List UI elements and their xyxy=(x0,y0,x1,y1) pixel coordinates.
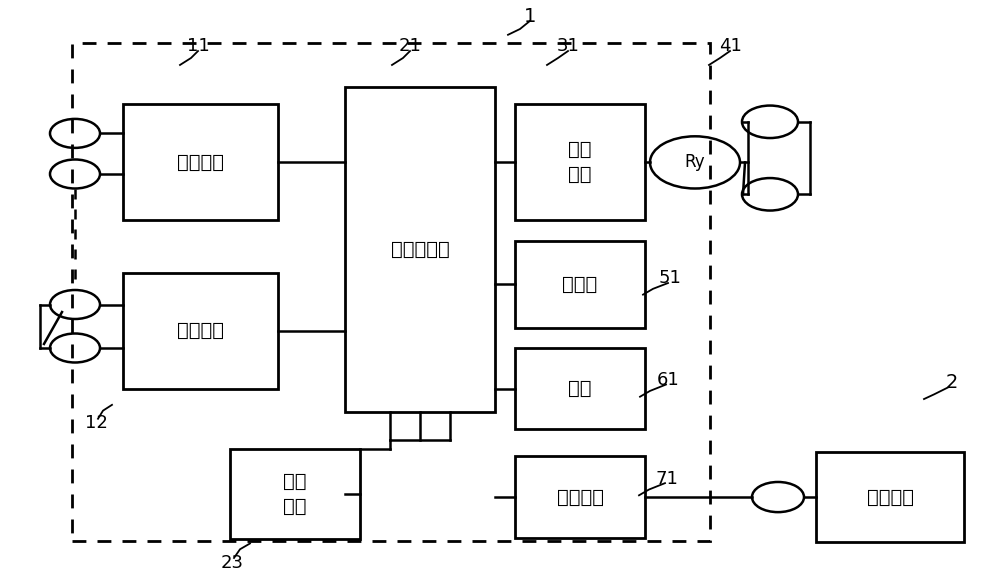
Text: 61: 61 xyxy=(657,371,679,389)
Text: 23: 23 xyxy=(220,553,244,572)
Text: 监视装置: 监视装置 xyxy=(866,488,914,506)
Text: 12: 12 xyxy=(85,414,107,433)
Bar xyxy=(515,104,645,220)
Text: 通信电路: 通信电路 xyxy=(556,488,604,506)
Text: 存储
装置: 存储 装置 xyxy=(283,472,307,516)
Text: 运算处理部: 运算处理部 xyxy=(391,240,449,259)
Bar xyxy=(515,241,645,328)
Text: 51: 51 xyxy=(659,269,681,288)
Bar xyxy=(230,450,360,539)
Bar xyxy=(515,456,645,538)
Text: 显示部: 显示部 xyxy=(562,275,598,293)
Bar xyxy=(816,452,964,542)
Bar xyxy=(72,43,710,541)
Text: 灯部: 灯部 xyxy=(568,379,592,398)
Text: 31: 31 xyxy=(557,37,579,56)
Text: 71: 71 xyxy=(656,469,678,488)
Text: Ry: Ry xyxy=(685,153,705,172)
Text: 1: 1 xyxy=(524,7,536,26)
Bar xyxy=(123,273,278,389)
Text: 输入电路: 输入电路 xyxy=(176,321,224,340)
Text: 2: 2 xyxy=(946,374,958,392)
Bar xyxy=(345,87,495,412)
Text: 11: 11 xyxy=(187,37,209,56)
Text: 输出
电路: 输出 电路 xyxy=(568,140,592,184)
Bar xyxy=(123,104,278,220)
Bar xyxy=(515,348,645,429)
Text: 41: 41 xyxy=(719,37,741,56)
Text: 21: 21 xyxy=(399,37,421,56)
Text: 输入电路: 输入电路 xyxy=(176,153,224,172)
